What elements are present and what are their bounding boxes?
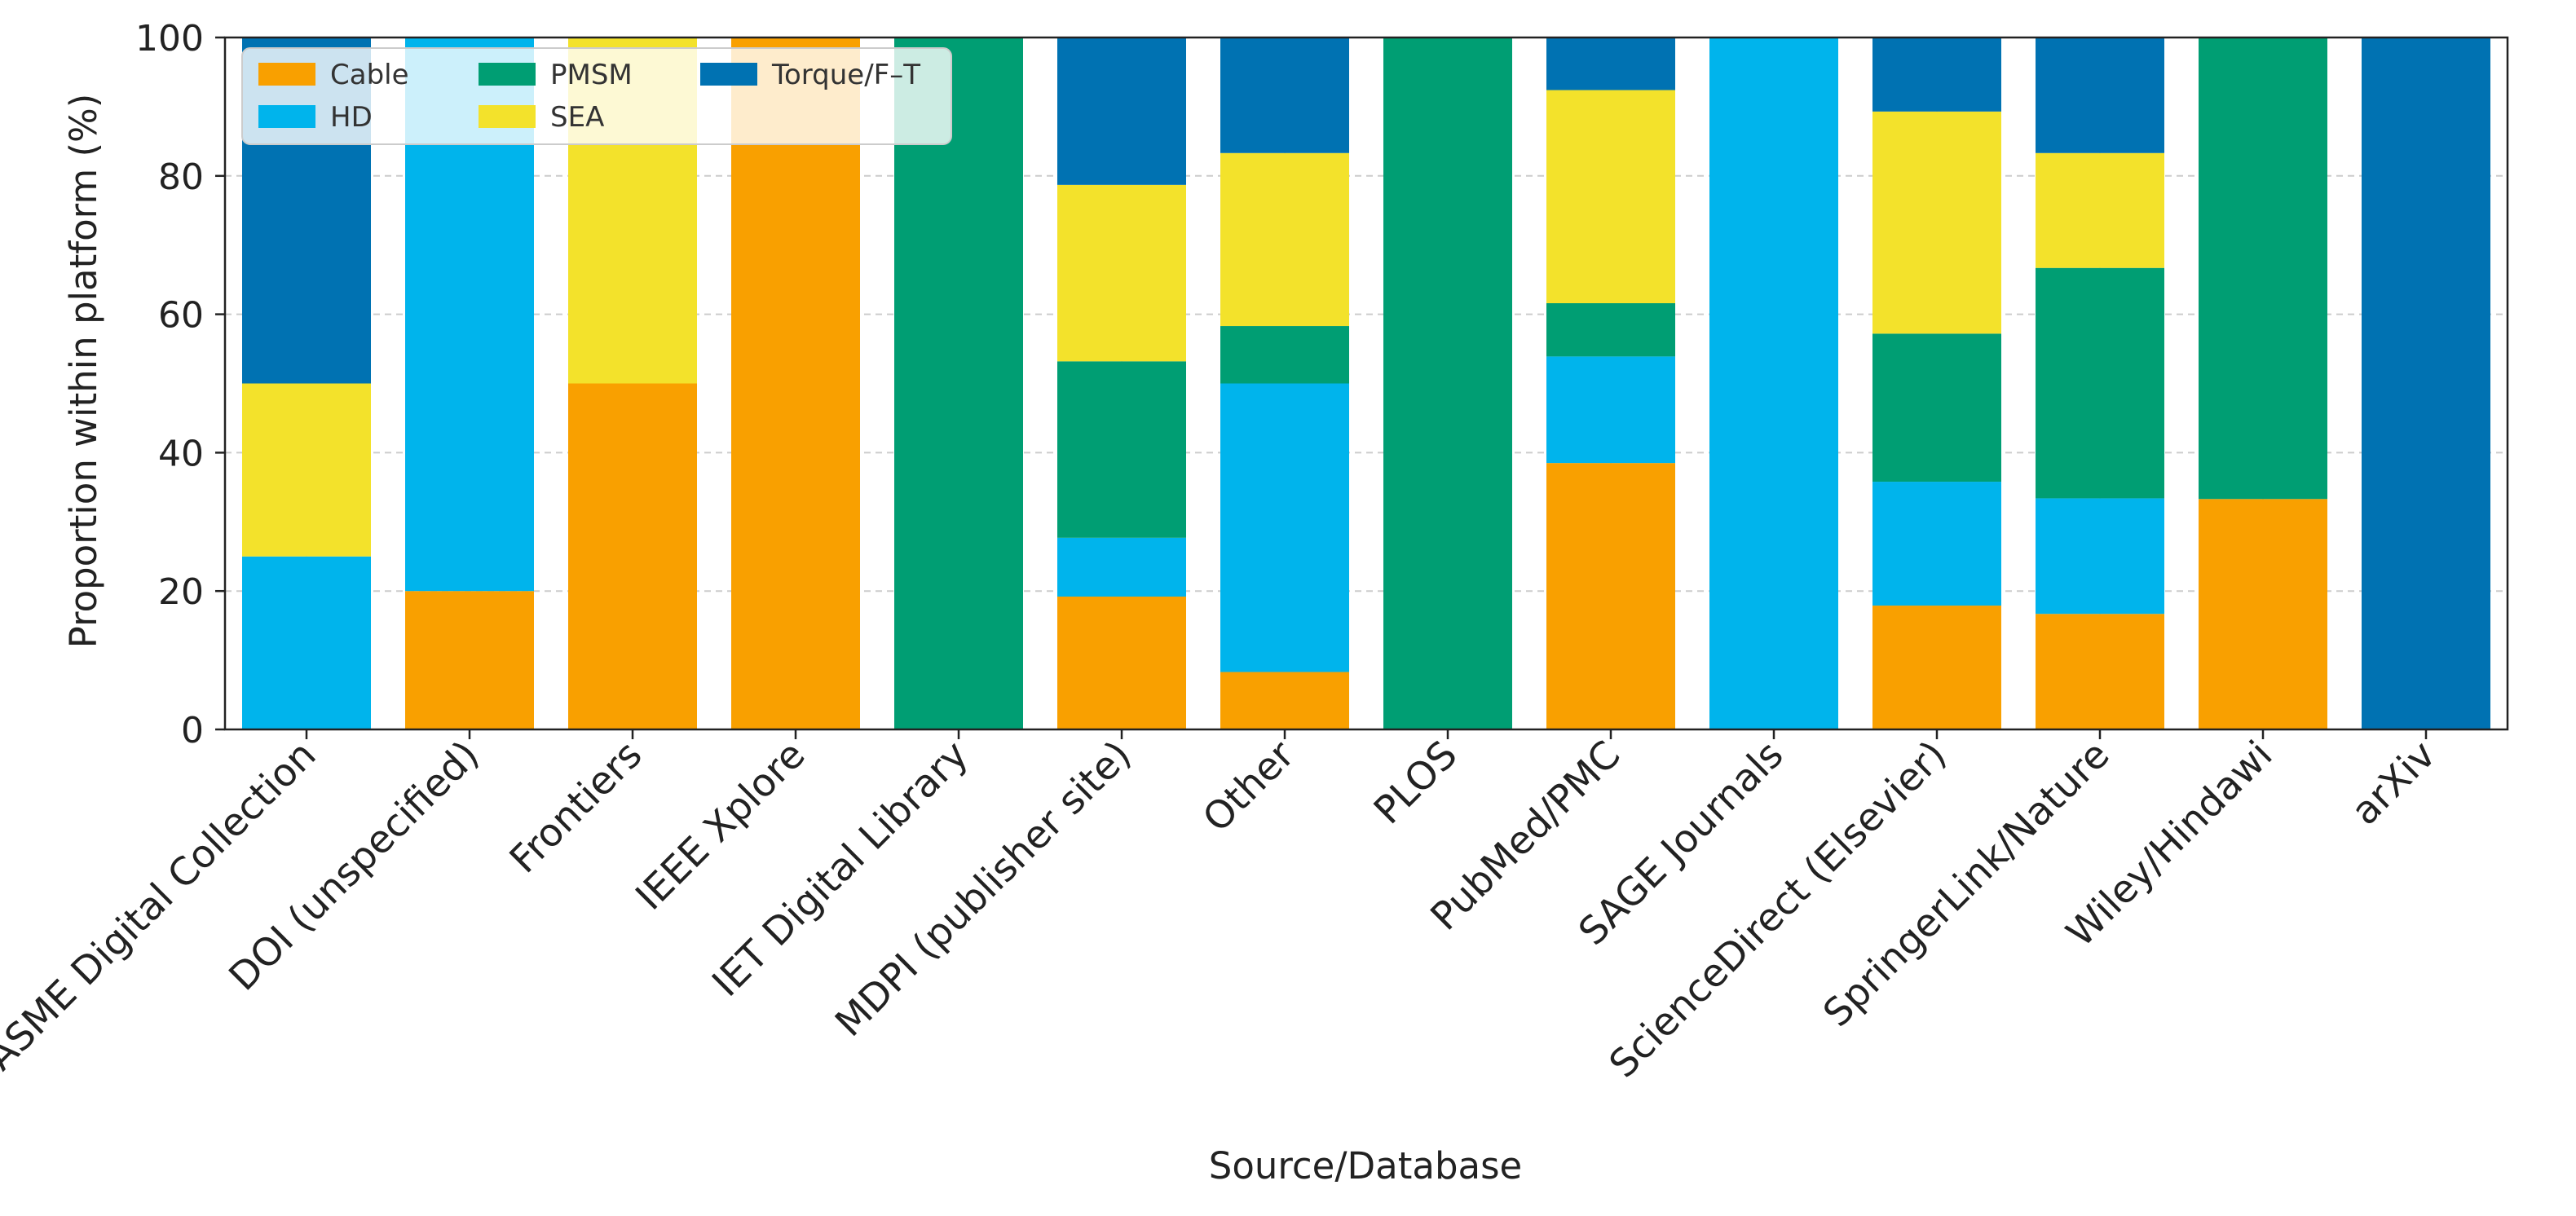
bar-segment-pmsm xyxy=(1872,333,2001,482)
bar-segment-torque-f-t xyxy=(2036,37,2164,153)
bar-segment-sea xyxy=(242,383,371,557)
bar-segment-sea xyxy=(1057,184,1186,362)
bar-segment-cable xyxy=(1220,672,1349,729)
bar-segment-hd xyxy=(2036,498,2164,615)
bar-segment-pmsm xyxy=(1546,303,1675,357)
bar-segment-hd xyxy=(242,556,371,729)
x-tick-label: ASME Digital Collection xyxy=(0,733,324,1080)
bar-segment-sea xyxy=(1220,152,1349,327)
bar-segment-pmsm xyxy=(1057,361,1186,538)
legend-label: Cable xyxy=(330,59,409,91)
bar-segment-cable xyxy=(2036,614,2164,729)
bar-segment-pmsm xyxy=(2036,267,2164,499)
bar-segment-hd xyxy=(1709,37,1838,729)
legend-label: Torque/F–T xyxy=(771,59,920,91)
bar-segment-pmsm xyxy=(894,37,1023,729)
bar-segment-torque-f-t xyxy=(1546,37,1675,90)
legend-swatch xyxy=(258,63,315,86)
legend-swatch xyxy=(479,105,536,128)
x-axis-label: Source/Database xyxy=(1209,1144,1522,1187)
x-tick-label: MDPI (publisher site) xyxy=(827,733,1140,1046)
bar-segment-cable xyxy=(1057,596,1186,729)
y-tick-label: 40 xyxy=(158,433,204,474)
legend-box xyxy=(241,47,952,145)
bar-segment-cable xyxy=(405,591,534,729)
y-tick-label: 60 xyxy=(158,295,204,337)
x-tick-label: arXiv xyxy=(2343,733,2445,835)
bar-segment-sea xyxy=(1546,90,1675,304)
legend-label: HD xyxy=(330,101,373,134)
bar-segment-cable xyxy=(568,383,697,729)
bar-segment-hd xyxy=(1546,356,1675,464)
bar-segment-hd xyxy=(1872,482,2001,606)
bar-segment-torque-f-t xyxy=(1872,37,2001,112)
legend-swatch xyxy=(258,105,315,128)
bar-segment-torque-f-t xyxy=(2362,37,2490,729)
x-tick-label: PLOS xyxy=(1365,733,1467,834)
y-tick-label: 20 xyxy=(158,571,204,613)
y-tick-label: 80 xyxy=(158,156,204,198)
y-tick-label: 100 xyxy=(135,18,204,59)
bar-segment-cable xyxy=(2199,499,2327,729)
bars-layer xyxy=(242,37,2490,729)
bar-segment-sea xyxy=(2036,152,2164,268)
y-axis-label: Proportion within platform (%) xyxy=(62,94,105,649)
legend-swatch xyxy=(479,63,536,86)
bar-segment-torque-f-t xyxy=(1057,37,1186,185)
bar-segment-cable xyxy=(1872,606,2001,729)
x-tick-label: SpringerLink/Nature xyxy=(1815,733,2118,1036)
legend-label: SEA xyxy=(550,101,604,134)
y-tick-label: 0 xyxy=(181,710,204,751)
x-tick-label: Other xyxy=(1194,732,1303,841)
bar-segment-pmsm xyxy=(1220,326,1349,384)
bar-segment-cable xyxy=(731,37,860,729)
legend: Cable HD PMSM SEA Torque/F–T xyxy=(241,47,952,145)
bar-segment-pmsm xyxy=(1383,37,1512,729)
bar-segment-cable xyxy=(1546,463,1675,729)
x-tick-label: Frontiers xyxy=(501,733,651,883)
bar-segment-pmsm xyxy=(2199,37,2327,500)
bar-segment-hd xyxy=(1220,383,1349,672)
bar-segment-torque-f-t xyxy=(1220,37,1349,153)
legend-swatch xyxy=(700,63,757,86)
x-tick-label: ScienceDirect (Elsevier) xyxy=(1601,733,1956,1087)
bar-segment-hd xyxy=(1057,537,1186,597)
legend-label: PMSM xyxy=(550,59,633,91)
bar-segment-sea xyxy=(1872,111,2001,334)
plot-frame xyxy=(223,36,2509,731)
